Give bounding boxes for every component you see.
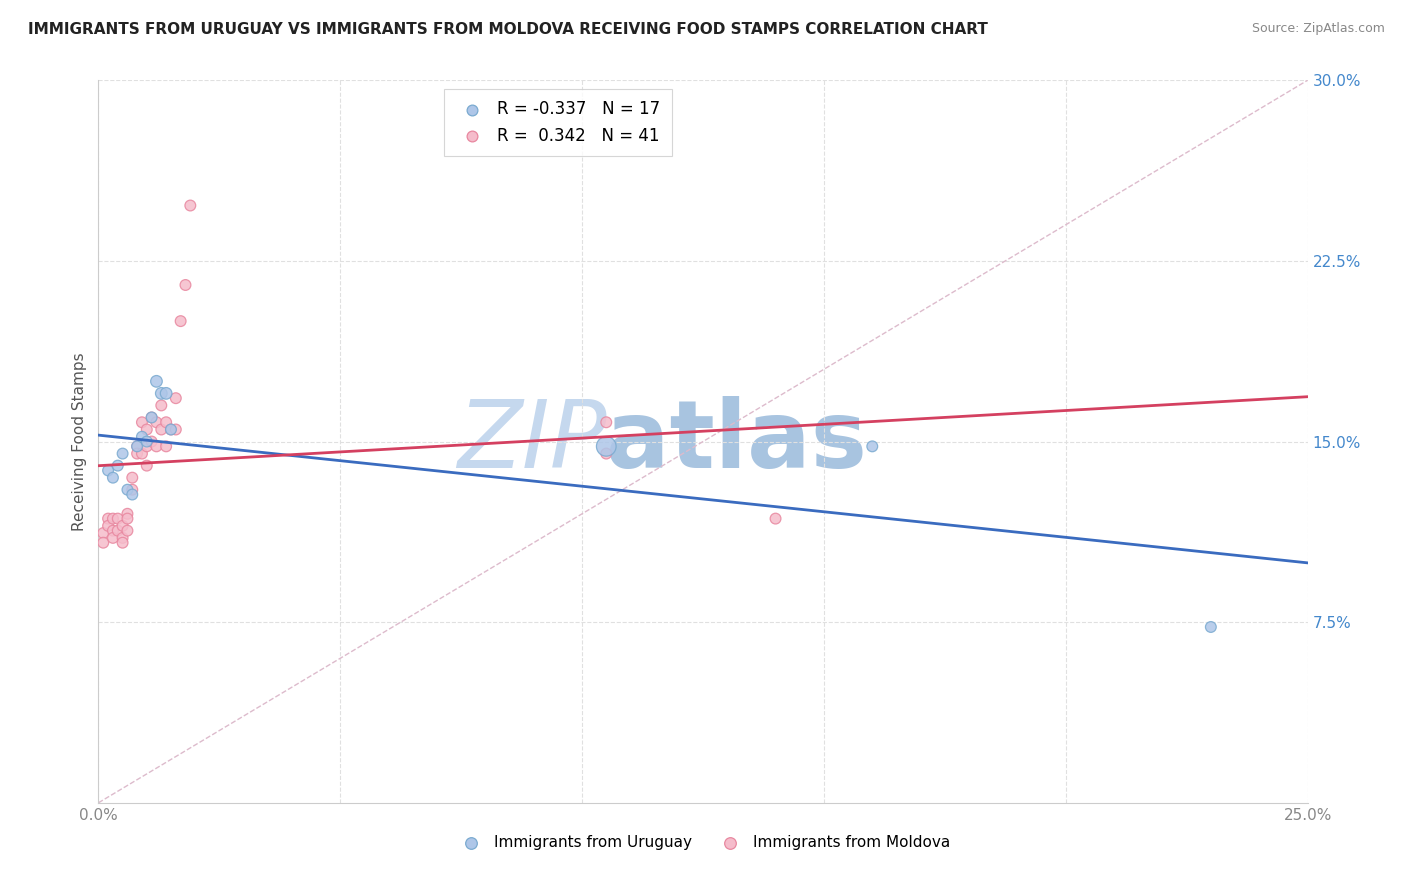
Point (135, 458, 157, 473)
Point (595, 415, 617, 429)
Point (145, 439, 167, 453)
Point (121, 470, 143, 484)
Y-axis label: Receiving Food Stamps: Receiving Food Stamps (72, 352, 87, 531)
Point (97, 463, 120, 477)
Point (595, 446, 617, 460)
Point (131, 430, 153, 444)
Point (165, 422, 187, 436)
Point (150, 398, 173, 412)
Point (141, 410, 163, 425)
Point (127, 446, 149, 460)
Point (97, 511, 120, 525)
Point (131, 415, 153, 429)
Text: ZIP: ZIP (457, 396, 606, 487)
Text: Source: ZipAtlas.com: Source: ZipAtlas.com (1251, 22, 1385, 36)
Point (121, 483, 143, 497)
Legend: Immigrants from Uruguay, Immigrants from Moldova: Immigrants from Uruguay, Immigrants from… (450, 830, 956, 856)
Point (155, 439, 177, 453)
Point (91, 535, 114, 549)
Point (150, 386, 173, 401)
Point (117, 524, 139, 538)
Point (765, 511, 787, 525)
Point (141, 410, 163, 425)
Point (141, 434, 163, 449)
Point (145, 374, 167, 388)
Point (145, 415, 167, 429)
Point (117, 507, 139, 521)
Point (160, 422, 183, 436)
Point (135, 434, 157, 449)
Point (97, 518, 120, 533)
Point (150, 422, 173, 436)
Point (160, 422, 183, 436)
Point (111, 535, 134, 549)
Point (107, 511, 129, 525)
Point (101, 531, 124, 545)
Point (155, 386, 177, 401)
Point (101, 470, 124, 484)
Point (91, 526, 114, 541)
Point (101, 524, 124, 538)
Point (1199, 620, 1222, 634)
Point (117, 483, 139, 497)
Point (111, 446, 134, 460)
Point (107, 524, 129, 538)
Point (135, 439, 157, 453)
Point (860, 439, 883, 453)
Point (131, 446, 153, 460)
Point (127, 439, 149, 453)
Point (121, 487, 143, 501)
Point (165, 391, 187, 405)
Point (595, 439, 617, 453)
Point (179, 198, 201, 212)
Point (111, 531, 134, 545)
Point (174, 277, 197, 292)
Point (155, 415, 177, 429)
Text: IMMIGRANTS FROM URUGUAY VS IMMIGRANTS FROM MOLDOVA RECEIVING FOOD STAMPS CORRELA: IMMIGRANTS FROM URUGUAY VS IMMIGRANTS FR… (28, 22, 988, 37)
Point (101, 511, 124, 525)
Point (111, 518, 134, 533)
Point (127, 439, 149, 453)
Point (169, 314, 191, 328)
Text: atlas: atlas (606, 395, 868, 488)
Point (117, 511, 139, 525)
Point (107, 458, 129, 473)
Point (135, 422, 157, 436)
